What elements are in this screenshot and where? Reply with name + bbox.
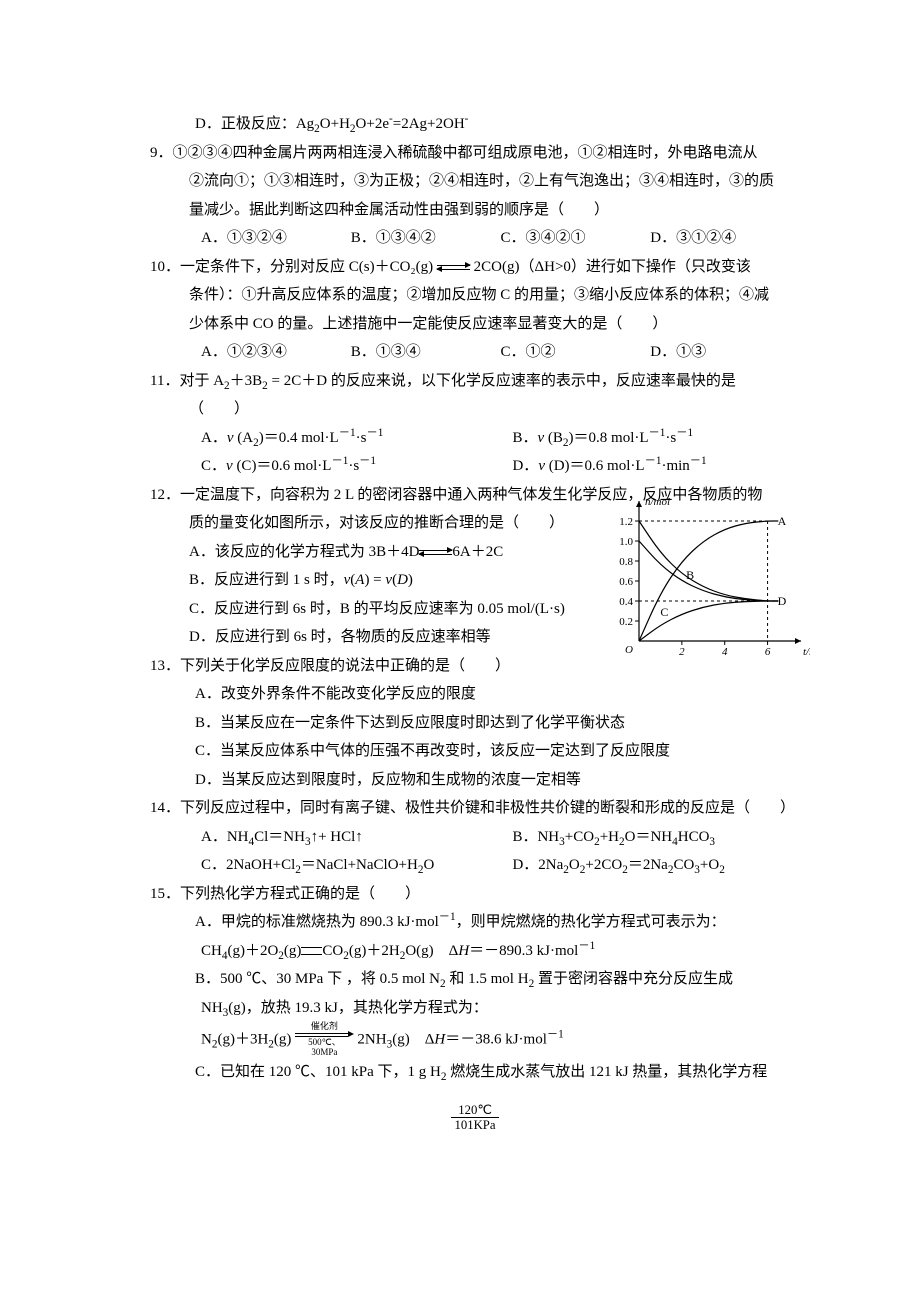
q15-c1: C．已知在 120 ℃、101 kPa 下，1 g H2 燃烧生成水蒸气放出 1… <box>150 1058 800 1087</box>
q9-a: A．①③②④ <box>201 224 351 253</box>
exam-page: D．正极反应：Ag2O+H2O+2e-=2Ag+2OH- 9．①②③④四种金属片… <box>0 0 920 1173</box>
q15-b1: B．500 ℃、30 MPa 下 ，将 0.5 mol N2 和 1.5 mol… <box>150 965 800 994</box>
q10-stem-line2: 条件）：①升高反应体系的温度；②增加反应物 C 的用量；③缩小反应体系的体积；④… <box>150 281 800 310</box>
q9-stem-line3: 量减少。据此判断这四种金属活动性由强到弱的顺序是（ ） <box>150 196 800 225</box>
svg-text:C: C <box>660 605 668 619</box>
q14-a: A．NH4Cl＝NH3↑+ HCl↑ <box>201 823 512 852</box>
q14-b: B．NH3+CO2+H2O＝NH4HCO3 <box>512 823 800 852</box>
q13-c: C．当某反应体系中气体的压强不再改变时，该反应一定达到了反应限度 <box>150 737 800 766</box>
frac-num: 120℃ <box>451 1103 498 1117</box>
condition-arrow-icon: 催化剂 500℃、30MPa <box>295 1022 354 1058</box>
svg-text:1.2: 1.2 <box>619 516 633 528</box>
q11-d: D．v (D)＝0.6 mol·L－1·min－1 <box>512 452 800 481</box>
svg-text:t/s: t/s <box>803 646 810 656</box>
q10-stem-pre: 10．一定条件下，分别对反应 C(s)＋CO₂(g) <box>150 259 437 275</box>
q9-d: D．③①②④ <box>650 224 800 253</box>
q12-block: 12．一定温度下，向容积为 2 L 的密闭容器中通入两种气体发生化学反应，反应中… <box>150 481 800 652</box>
svg-text:0.4: 0.4 <box>619 596 633 608</box>
cond-bot: 500℃、30MPa <box>295 1038 354 1058</box>
q12-a-post: 6A＋2C <box>452 544 503 560</box>
svg-text:0.8: 0.8 <box>619 556 633 568</box>
q10-c: C．①② <box>501 338 651 367</box>
frac-den: 101KPa <box>451 1117 498 1132</box>
cond-top: 催化剂 <box>295 1022 354 1032</box>
svg-text:A: A <box>778 514 787 528</box>
q15-stem: 15．下列热化学方程式正确的是（ ） <box>150 880 800 909</box>
q11-options-row1: A．v (A2)＝0.4 mol·L－1·s－1 B．v (B2)＝0.8 mo… <box>150 424 800 453</box>
q15-b2: NH3(g)，放热 19.3 kJ，其热化学方程式为： <box>150 994 800 1023</box>
q12-chart: 2 4 6 0.2 0.4 0.6 0.8 1.0 1.2 Ot/s n/mol A B C D <box>605 491 810 656</box>
q11-stem: 11．对于 A2＋3B2 = 2C＋D 的反应来说，以下化学反应速率的表示中，反… <box>150 367 800 396</box>
q13-a: A．改变外界条件不能改变化学反应的限度 <box>150 680 800 709</box>
q12-a-pre: A．该反应的化学方程式为 3B＋4D <box>189 544 419 560</box>
q15-a1: A．甲烷的标准燃烧热为 890.3 kJ·mol－1，则甲烷燃烧的热化学方程式可… <box>150 908 800 937</box>
q14-c: C．2NaOH+Cl2＝NaCl+NaClO+H2O <box>201 851 512 880</box>
equals-long-icon <box>301 947 322 954</box>
line-chart-icon: 2 4 6 0.2 0.4 0.6 0.8 1.0 1.2 Ot/s n/mol A B C D <box>605 491 810 656</box>
q13-b: B．当某反应在一定条件下达到反应限度时即达到了化学平衡状态 <box>150 709 800 738</box>
q11-options-row2: C．v (C)＝0.6 mol·L－1·s－1 D．v (D)＝0.6 mol·… <box>150 452 800 481</box>
q13-d: D．当某反应达到限度时，反应物和生成物的浓度一定相等 <box>150 766 800 795</box>
q14-options-row1: A．NH4Cl＝NH3↑+ HCl↑ B．NH3+CO2+H2O＝NH4HCO3 <box>150 823 800 852</box>
q10-d: D．①③ <box>650 338 800 367</box>
q9-stem: 9．①②③④四种金属片两两相连浸入稀硫酸中都可组成原电池，①②相连时，外电路电流… <box>150 139 800 168</box>
q11-a: A．v (A2)＝0.4 mol·L－1·s－1 <box>201 424 512 453</box>
q10-stem-line3: 少体系中 CO 的量。上述措施中一定能使反应速率显著变大的是（ ） <box>150 310 800 339</box>
q14-stem: 14．下列反应过程中，同时有离子键、极性共价键和非极性共价键的断裂和形成的反应是… <box>150 794 800 823</box>
q11-b: B．v (B2)＝0.8 mol·L－1·s－1 <box>512 424 800 453</box>
svg-text:D: D <box>778 594 787 608</box>
svg-text:4: 4 <box>722 646 728 656</box>
q10-b: B．①③④ <box>351 338 501 367</box>
q13-stem: 13．下列关于化学反应限度的说法中正确的是（ ） <box>150 652 800 681</box>
q10-stem: 10．一定条件下，分别对反应 C(s)＋CO₂(g) 2CO(g)（ΔH>0）进… <box>150 253 800 282</box>
q10-a: A．①②③④ <box>201 338 351 367</box>
svg-text:1.0: 1.0 <box>619 536 633 548</box>
q14-options-row2: C．2NaOH+Cl2＝NaCl+NaClO+H2O D．2Na2O2+2CO2… <box>150 851 800 880</box>
svg-text:B: B <box>686 568 694 582</box>
q14-d: D．2Na2O2+2CO2＝2Na2CO3+O2 <box>512 851 800 880</box>
q11-c: C．v (C)＝0.6 mol·L－1·s－1 <box>201 452 512 481</box>
q11-stem-line2: （ ） <box>150 395 800 424</box>
q9-b: B．①③④② <box>351 224 501 253</box>
q10-stem-post: 2CO(g)（ΔH>0）进行如下操作（只改变该 <box>470 259 751 275</box>
svg-text:6: 6 <box>765 646 771 656</box>
q9-stem-line2: ②流向①；①③相连时，③为正极；②④相连时，②上有气泡逸出；③④相连时，③的质 <box>150 167 800 196</box>
equilibrium-arrow-icon <box>419 545 452 559</box>
equilibrium-arrow-icon <box>437 260 470 274</box>
q10-options: A．①②③④ B．①③④ C．①② D．①③ <box>150 338 800 367</box>
q9-c: C．③④②① <box>501 224 651 253</box>
svg-text:0.2: 0.2 <box>619 616 633 628</box>
svg-text:0.6: 0.6 <box>619 576 633 588</box>
svg-text:n/mol: n/mol <box>645 496 670 508</box>
page-footer-fraction: 120℃ 101KPa <box>150 1104 800 1133</box>
svg-text:O: O <box>625 644 633 656</box>
q15-b3: N2(g)＋3H2(g) 催化剂 500℃、30MPa 2NH3(g) ΔH＝－… <box>150 1022 800 1058</box>
q8-option-d: D．正极反应：Ag2O+H2O+2e-=2Ag+2OH- <box>150 110 800 139</box>
q15-a2: CH4(g)＋2O2(g)CO2(g)＋2H2O(g) ΔH＝－890.3 kJ… <box>150 937 800 966</box>
svg-text:2: 2 <box>679 646 685 656</box>
q9-options: A．①③②④ B．①③④② C．③④②① D．③①②④ <box>150 224 800 253</box>
